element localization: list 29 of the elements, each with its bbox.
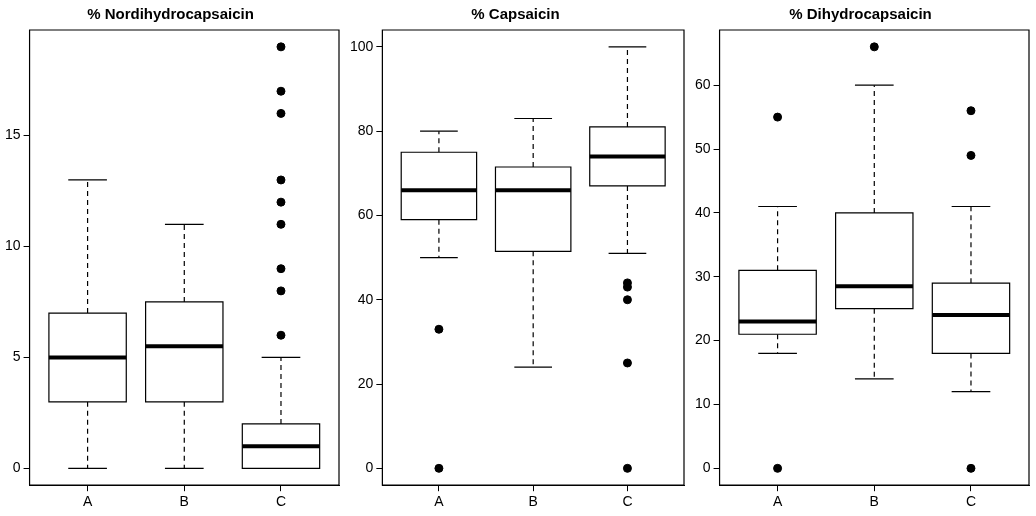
y-tick-label: 80 [357,122,374,139]
y-tick-label: 40 [357,290,374,307]
y-tick-label: 10 [4,237,21,254]
x-tick-label: A [434,493,445,510]
y-tick-label: 5 [12,348,21,365]
y-tick-label: 0 [365,459,374,476]
x-tick-label: C [275,493,287,510]
y-tick-label: 50 [694,139,711,156]
y-tick-label: 100 [350,37,374,54]
y-tick-label: 20 [694,331,711,348]
x-tick-label: B [528,493,538,510]
chart-title: % Nordihydrocapsaicin [87,5,254,23]
chart-title: % Capsaicin [471,5,560,23]
y-tick-label: 60 [357,206,374,223]
y-tick-label: 30 [694,267,711,284]
y-tick-label: 0 [702,459,711,476]
x-tick-label: A [82,493,93,510]
y-tick-label: 60 [694,76,711,93]
y-tick-label: 40 [694,203,711,220]
y-tick-label: 15 [4,126,21,143]
x-tick-label: A [772,493,783,510]
chart-title: % Dihydrocapsaicin [789,5,932,23]
y-tick-label: 20 [357,374,374,391]
x-tick-label: C [622,493,633,510]
y-tick-label: 10 [694,395,711,412]
x-tick-label: B [179,493,189,510]
y-tick-label: 0 [12,459,21,476]
x-tick-label: C [965,493,977,510]
x-tick-label: B [869,493,879,510]
